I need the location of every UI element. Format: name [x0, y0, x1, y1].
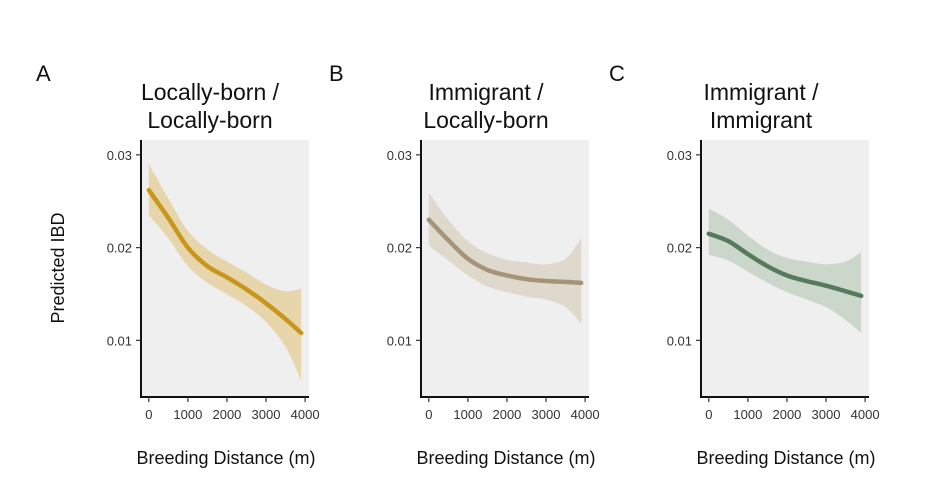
panel-b-title-line: Immigrant /: [428, 79, 544, 105]
panel-a-fit-line: [146, 187, 304, 336]
panel-c-x-tick-label: 1000: [733, 407, 762, 422]
panel-a-x-tick-label: 1000: [173, 407, 202, 422]
panel-a-x-axis-title: Breeding Distance (m): [136, 448, 315, 468]
panel-a-y-tick-label: 0.03: [107, 148, 132, 163]
panel-a-x-tick-label: 3000: [252, 407, 281, 422]
panel-c-x-tick-label: 0: [705, 407, 712, 422]
panel-c-fit-line: [706, 231, 864, 299]
panel-b-x-axis-title: Breeding Distance (m): [416, 448, 595, 468]
panel-c-x-tick-label: 4000: [851, 407, 880, 422]
panel-b-x-tick-label: 4000: [571, 407, 600, 422]
panel-b-x-tick-label: 2000: [492, 407, 521, 422]
panel-c-x-axis-title: Breeding Distance (m): [696, 448, 875, 468]
panel-c-x-tick-label: 2000: [772, 407, 801, 422]
panel-b-x-tick-label: 0: [425, 407, 432, 422]
panel-b-label: B: [329, 61, 344, 86]
panel-b-y-tick-label: 0.01: [387, 333, 412, 348]
panel-c-y-tick-label: 0.03: [667, 148, 692, 163]
panel-b-fit-line: [426, 217, 584, 286]
panel-a-x-tick-label: 0: [145, 407, 152, 422]
panel-b-confidence-band: [428, 192, 582, 324]
panel-b-x-tick-label: 3000: [532, 407, 561, 422]
panel-c-y-tick-label: 0.01: [667, 333, 692, 348]
panel-a-x-tick-label: 4000: [291, 407, 320, 422]
panel-b-y-tick-label: 0.02: [387, 241, 412, 256]
panel-b-y-tick-label: 0.03: [387, 148, 412, 163]
panel-a-label: A: [36, 61, 51, 86]
y-axis-title: Predicted IBD: [48, 212, 68, 323]
panel-a-y-tick-label: 0.01: [107, 333, 132, 348]
panel-a-x-tick-label: 2000: [212, 407, 241, 422]
panel-b-title-line: Locally-born: [423, 107, 548, 133]
panel-a-confidence-band: [148, 164, 302, 381]
panel-c-title-line: Immigrant /: [703, 79, 819, 105]
panel-b-x-tick-label: 1000: [453, 407, 482, 422]
panel-c-title-line: Immigrant: [710, 107, 813, 133]
panel-a-title-line: Locally-born: [147, 107, 272, 133]
panel-a-y-tick-label: 0.02: [107, 241, 132, 256]
panel-c-confidence-band: [708, 208, 862, 333]
panel-c-label: C: [609, 61, 625, 86]
panel-a-title-line: Locally-born /: [141, 79, 280, 105]
panel-c-x-tick-label: 3000: [812, 407, 841, 422]
panel-c-y-tick-label: 0.02: [667, 241, 692, 256]
